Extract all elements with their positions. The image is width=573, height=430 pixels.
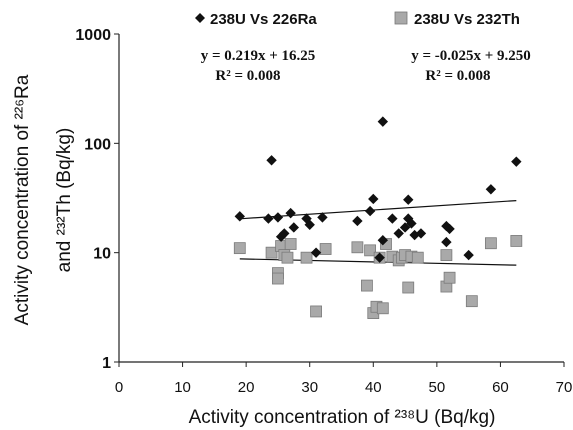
data-point-ra xyxy=(393,228,404,239)
legend-label-ra: 238U Vs 226Ra xyxy=(210,11,317,28)
data-point-th xyxy=(411,251,424,264)
x-tick-label: 0 xyxy=(115,379,123,396)
x-tick-label: 60 xyxy=(492,379,509,396)
x-axis-title: Activity concentration of ²³⁸U (Bq/kg) xyxy=(189,407,496,428)
y-tick-label: 10 xyxy=(93,246,111,263)
data-point-th xyxy=(484,237,497,250)
data-point-th xyxy=(402,281,415,294)
data-point-ra xyxy=(415,228,427,239)
data-point-ra xyxy=(310,247,322,258)
y-axis-title-line1: Activity concentration of ²²⁶Ra xyxy=(12,74,33,325)
data-point-th xyxy=(465,295,478,308)
data-point-th xyxy=(440,249,453,262)
data-point-th xyxy=(319,243,332,255)
y-tick-label: 1000 xyxy=(75,27,111,44)
data-point-th xyxy=(265,246,278,259)
y-tick-label: 100 xyxy=(84,136,111,153)
data-point-ra xyxy=(403,194,414,205)
equation-th: y = -0.025x + 9.250 xyxy=(411,48,531,64)
r-squared-th: R² = 0.008 xyxy=(425,68,490,84)
data-point-th xyxy=(281,251,294,264)
data-point-th xyxy=(361,279,373,292)
data-point-ra xyxy=(364,205,376,217)
axes: 0 10 20 30 40 50 60 70 1 10 100 1000 xyxy=(75,27,572,396)
data-point-ra xyxy=(406,218,417,229)
data-point-ra xyxy=(272,212,284,223)
data-point-th xyxy=(300,251,313,264)
equation-ra: y = 0.219x + 16.25 xyxy=(201,48,316,64)
data-point-ra xyxy=(374,252,385,263)
data-point-ra xyxy=(444,223,455,235)
data-point-ra xyxy=(403,213,414,224)
data-point-th xyxy=(351,241,364,254)
x-tick-label: 10 xyxy=(174,379,191,396)
data-point-ra xyxy=(441,236,452,248)
data-point-th xyxy=(272,272,284,285)
data-point-th xyxy=(443,271,456,284)
data-point-ra xyxy=(266,155,277,166)
legend-label-th: 238U Vs 232Th xyxy=(414,11,520,28)
data-point-th xyxy=(233,242,246,255)
data-point-ra xyxy=(352,215,363,227)
data-point-ra xyxy=(317,212,328,223)
legend: 238U Vs 226Ra 238U Vs 232Th xyxy=(195,11,520,28)
data-point-ra xyxy=(511,156,522,167)
data-point-ra xyxy=(301,213,312,224)
legend-diamond-marker xyxy=(195,13,205,23)
data-point-ra xyxy=(387,213,398,224)
data-point-ra xyxy=(263,213,274,224)
data-point-ra xyxy=(485,184,497,195)
r-squared-ra: R² = 0.008 xyxy=(215,68,280,84)
data-point-ra xyxy=(377,235,389,246)
data-point-ra xyxy=(304,219,315,230)
data-point-th xyxy=(376,302,389,315)
data-point-th xyxy=(284,238,297,250)
legend-square-marker xyxy=(394,11,408,25)
x-tick-label: 40 xyxy=(365,379,382,396)
data-point-ra xyxy=(234,211,245,222)
data-point-ra xyxy=(288,222,300,233)
trendline-ra xyxy=(239,200,517,220)
data-points xyxy=(233,116,523,320)
x-tick-label: 20 xyxy=(238,379,255,396)
data-point-th xyxy=(364,244,377,257)
x-tick-label: 30 xyxy=(301,379,318,396)
data-point-ra xyxy=(285,207,296,219)
y-tick-label: 1 xyxy=(102,355,111,372)
data-point-ra xyxy=(279,228,290,239)
x-tick-label: 70 xyxy=(556,379,573,396)
y-axis-title-line2: and ²³²Th (Bq/kg) xyxy=(54,128,75,273)
data-point-th xyxy=(510,235,523,247)
data-point-th xyxy=(310,305,322,318)
data-point-ra xyxy=(377,116,389,127)
x-tick-label: 50 xyxy=(429,379,446,396)
data-point-ra xyxy=(463,249,474,261)
data-point-ra xyxy=(368,193,379,205)
